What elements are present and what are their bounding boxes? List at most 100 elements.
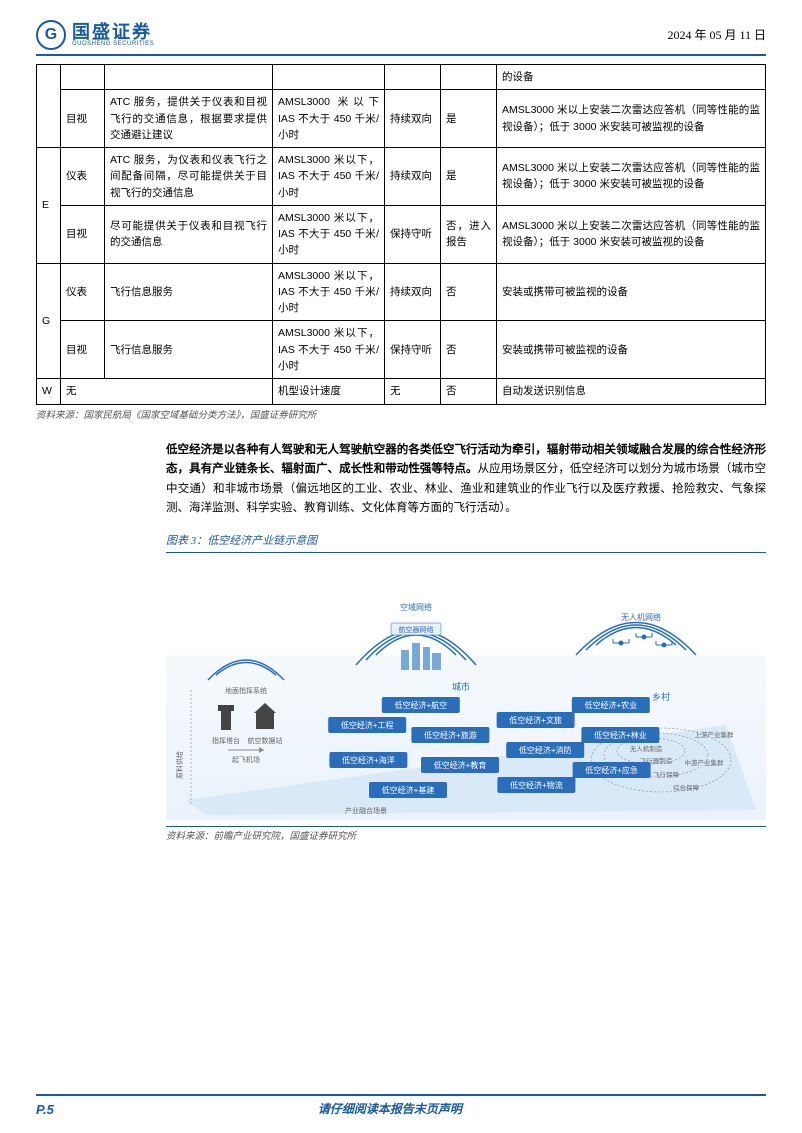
table-cell: 飞行信息服务 xyxy=(105,263,273,321)
svg-text:低空经济+应急: 低空经济+应急 xyxy=(585,766,638,776)
table-cell: 是 xyxy=(441,148,497,206)
table-cell: 否 xyxy=(441,321,497,379)
ground-command-label: 地面指挥系统 xyxy=(225,686,267,695)
table-cell: 目视 xyxy=(61,205,105,263)
table-cell xyxy=(105,65,273,90)
table-cell: 飞行信息服务 xyxy=(105,321,273,379)
airport-label: 起飞机场 xyxy=(232,755,260,764)
table-cell xyxy=(273,65,385,90)
table-row: W无机型设计速度无否自动发送识别信息 xyxy=(37,379,766,404)
table-row: 目视尽可能提供关于仪表和目视飞行的交通信息AMSL3000 米以下，IAS 不大… xyxy=(37,205,766,263)
table-source: 资料来源：国家民航局《国家空域基础分类方法》，国盛证券研究所 xyxy=(36,409,766,423)
svg-text:低空经济+旅游: 低空经济+旅游 xyxy=(424,731,477,741)
table-cell: AMSL3000 米以下，IAS 不大于 450 千米/小时 xyxy=(273,321,385,379)
table-cell: 持续双向 xyxy=(385,148,441,206)
svg-text:低空经济+工程: 低空经济+工程 xyxy=(341,721,394,731)
table-cell: 尽可能提供关于仪表和目视飞行的交通信息 xyxy=(105,205,273,263)
svg-text:低空经济+海洋: 低空经济+海洋 xyxy=(342,756,395,766)
svg-text:低空经济+基建: 低空经济+基建 xyxy=(382,786,435,796)
page-footer: P.5 请仔细阅读本报告末页声明 xyxy=(36,1094,766,1120)
table-row: 的设备 xyxy=(37,65,766,90)
airspace-network-label: 空域网络 xyxy=(400,602,432,612)
table-cell xyxy=(37,65,61,148)
table-cell: 无 xyxy=(385,379,441,404)
table-cell: AMSL3000 米以上安装二次雷达应答机（同等性能的监视设备）；低于 3000… xyxy=(497,148,766,206)
industry-chain-diagram: 指挥塔台 航空数据站 地面指挥系统 起飞机场 空域网络 航空器网络 无人机网络 … xyxy=(166,565,766,820)
city-icon xyxy=(401,643,441,670)
table-cell: AMSL3000 米以下，IAS 不大于 450 千米/小时 xyxy=(273,205,385,263)
report-date: 2024 年 05 月 11 日 xyxy=(667,26,766,44)
svg-text:低空经济+航空: 低空经济+航空 xyxy=(394,701,447,711)
table-cell: 无 xyxy=(61,379,273,404)
table-cell xyxy=(441,65,497,90)
table-cell: AMSL3000 米以上安装二次雷达应答机（同等性能的监视设备）；低于 3000… xyxy=(497,205,766,263)
table-cell: ATC 服务，为仪表和仪表飞行之间配备间隔，尽可能提供关于目视飞行的交通信息 xyxy=(105,148,273,206)
logo-glyph: G xyxy=(45,23,57,47)
rs-0: 上游产业集群 xyxy=(695,730,735,739)
station-label: 航空数据站 xyxy=(248,736,283,745)
table-cell: G xyxy=(37,263,61,379)
rs-2: 综合保障 xyxy=(673,783,700,792)
rs-1: 中游产业集群 xyxy=(685,758,725,767)
diagram-svg: 指挥塔台 航空数据站 地面指挥系统 起飞机场 空域网络 航空器网络 无人机网络 … xyxy=(166,565,766,820)
table-cell: AMSL3000 米以上安装二次雷达应答机（同等性能的监视设备）；低于 3000… xyxy=(497,90,766,148)
figure-source: 资料来源：前瞻产业研究院，国盛证券研究所 xyxy=(166,826,766,844)
table-cell: E xyxy=(37,148,61,264)
logo-icon: G xyxy=(36,20,66,50)
table-row: 目视飞行信息服务AMSL3000 米以下，IAS 不大于 450 千米/小时保持… xyxy=(37,321,766,379)
body-paragraph: 低空经济是以各种有人驾驶和无人驾驶航空器的各类低空飞行活动为牵引，辐射带动相关领… xyxy=(166,441,766,519)
fusion-label: 产业融合场景 xyxy=(345,806,387,815)
table-row: E仪表ATC 服务，为仪表和仪表飞行之间配备间隔，尽可能提供关于目视飞行的交通信… xyxy=(37,148,766,206)
table-row: 目视ATC 服务，提供关于仪表和目视飞行的交通信息，根据要求提供交通避让建议AM… xyxy=(37,90,766,148)
village-label: 乡村 xyxy=(652,691,670,702)
table-cell: 目视 xyxy=(61,90,105,148)
ground-station-icons: 指挥塔台 航空数据站 地面指挥系统 起飞机场 xyxy=(212,686,283,764)
table-cell xyxy=(61,65,105,90)
svg-text:低空经济+消防: 低空经济+消防 xyxy=(519,746,572,756)
figure-title: 图表 3：低空经济产业链示意图 xyxy=(166,533,766,554)
page-header: G 国盛证券 GUOSHENG SECURITIES 2024 年 05 月 1… xyxy=(36,20,766,56)
table-cell: ATC 服务，提供关于仪表和目视飞行的交通信息，根据要求提供交通避让建议 xyxy=(105,90,273,148)
table-cell: 否 xyxy=(441,379,497,404)
table-cell: AMSL3000 米以下，IAS 不大于 450 千米/小时 xyxy=(273,263,385,321)
logo-block: G 国盛证券 GUOSHENG SECURITIES xyxy=(36,20,154,50)
svg-text:低空经济+林业: 低空经济+林业 xyxy=(594,731,647,741)
table-cell: 保持守听 xyxy=(385,205,441,263)
table-cell: AMSL3000 米以下 IAS 不大于 450 千米/小时 xyxy=(273,90,385,148)
rs-4: 无人机制造 xyxy=(630,744,663,753)
table-cell: 的设备 xyxy=(497,65,766,90)
left-guide-label: 原料供给 xyxy=(175,751,184,779)
table-cell: 仪表 xyxy=(61,148,105,206)
table-row: G仪表飞行信息服务AMSL3000 米以下，IAS 不大于 450 千米/小时持… xyxy=(37,263,766,321)
table-cell: 持续双向 xyxy=(385,263,441,321)
table-cell: 否 xyxy=(441,263,497,321)
table-cell: AMSL3000 米以下，IAS 不大于 450 千米/小时 xyxy=(273,148,385,206)
table-cell: 是 xyxy=(441,90,497,148)
tower-label: 指挥塔台 xyxy=(212,736,240,745)
table-cell: 仪表 xyxy=(61,263,105,321)
page: G 国盛证券 GUOSHENG SECURITIES 2024 年 05 月 1… xyxy=(0,0,802,1133)
table-cell: 自动发送识别信息 xyxy=(497,379,766,404)
signal-arcs-right xyxy=(576,623,696,656)
svg-text:低空经济+教育: 低空经济+教育 xyxy=(434,761,487,771)
table-cell: W xyxy=(37,379,61,404)
aircraft-network-label: 航空器网络 xyxy=(399,625,434,634)
svg-text:低空经济+物流: 低空经济+物流 xyxy=(510,781,563,791)
table-cell: 安装或携带可被监视的设备 xyxy=(497,263,766,321)
company-name-en: GUOSHENG SECURITIES xyxy=(72,41,154,47)
footer-disclaimer: 请仔细阅读本报告末页声明 xyxy=(54,1100,726,1118)
table-cell: 否，进入报告 xyxy=(441,205,497,263)
table-cell: 目视 xyxy=(61,321,105,379)
svg-text:低空经济+文旅: 低空经济+文旅 xyxy=(509,716,562,726)
rs-5: 飞行保障 xyxy=(653,770,680,779)
table-cell: 持续双向 xyxy=(385,90,441,148)
signal-arcs-far-left xyxy=(208,660,284,680)
table-cell: 保持守听 xyxy=(385,321,441,379)
company-name-cn: 国盛证券 xyxy=(72,23,154,41)
table-cell: 安装或携带可被监视的设备 xyxy=(497,321,766,379)
table-cell xyxy=(385,65,441,90)
table-cell: 机型设计速度 xyxy=(273,379,385,404)
drone-network-label: 无人机网络 xyxy=(621,612,661,622)
svg-text:低空经济+农业: 低空经济+农业 xyxy=(584,701,637,711)
airspace-table: 的设备目视ATC 服务，提供关于仪表和目视飞行的交通信息，根据要求提供交通避让建… xyxy=(36,64,766,405)
